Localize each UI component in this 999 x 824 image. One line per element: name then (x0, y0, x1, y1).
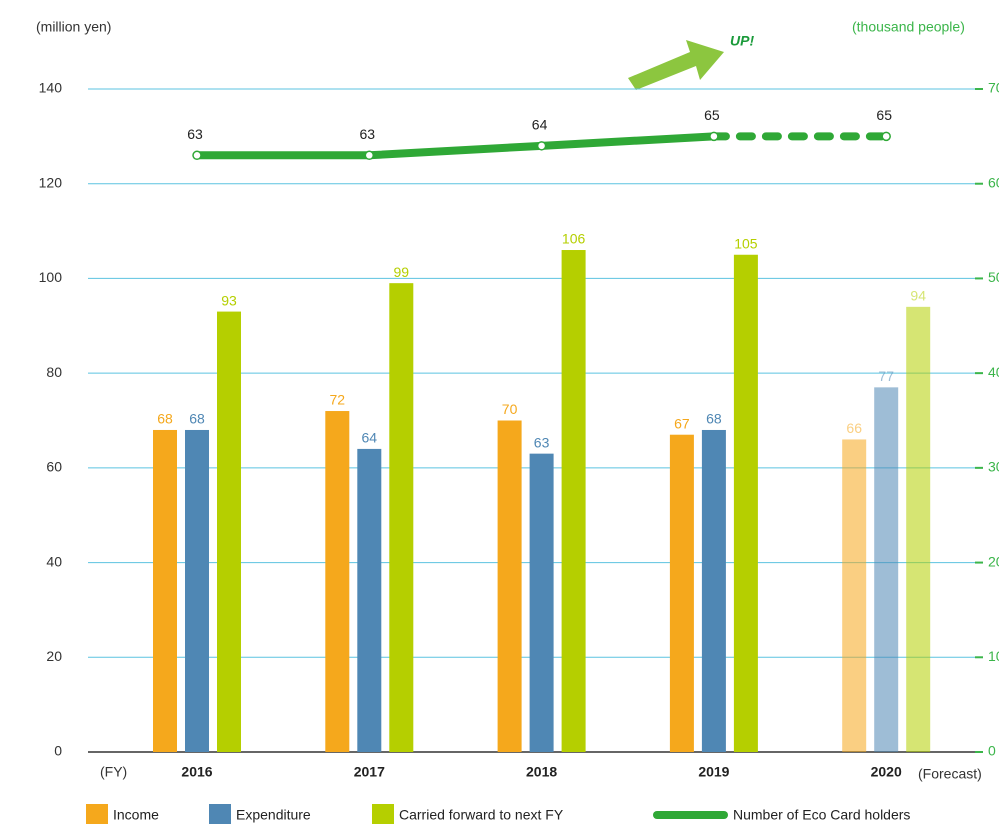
value-label: 63 (534, 434, 550, 450)
line (197, 132, 715, 160)
legend-label: Carried forward to next FY (399, 807, 564, 823)
y2-axis-label: (thousand people) (852, 19, 965, 35)
y2-tick-label: 10 (988, 648, 999, 664)
up-annotation: UP! (730, 33, 754, 49)
bar (874, 387, 899, 752)
legend-label: Expenditure (236, 807, 311, 823)
line-point (881, 131, 891, 142)
y2-tick-label: 30 (988, 459, 999, 475)
forecast-note: (Forecast) (918, 766, 982, 782)
bar (669, 434, 694, 752)
value-label: 94 (910, 288, 926, 304)
line-value-label: 64 (532, 117, 548, 133)
value-label: 68 (706, 411, 722, 427)
y2-tick-label: 0 (988, 743, 996, 759)
x-tick-label: 2020 (871, 764, 902, 780)
legend-label: Number of Eco Card holders (733, 807, 910, 823)
y-tick-label: 120 (39, 174, 63, 190)
value-label: 106 (562, 231, 586, 247)
y-tick-label: 100 (39, 269, 63, 285)
y2-tick-label: 20 (988, 553, 999, 569)
line-point (364, 150, 375, 161)
bar (185, 429, 209, 752)
bar (217, 311, 241, 752)
value-label: 70 (502, 401, 518, 417)
bar (733, 254, 758, 752)
y-tick-label: 60 (46, 459, 62, 475)
bar (357, 448, 382, 752)
bar (389, 283, 414, 752)
y-tick-label: 40 (46, 553, 62, 569)
line-point (192, 150, 202, 161)
legend-swatch (372, 804, 394, 824)
value-label: 72 (330, 392, 346, 408)
bar (497, 420, 522, 752)
x-axis-label: (FY) (100, 764, 127, 780)
value-label: 68 (189, 411, 205, 427)
bar (906, 306, 931, 752)
bar (701, 429, 726, 752)
x-tick-label: 2018 (526, 764, 557, 780)
value-label: 105 (734, 235, 758, 251)
y-tick-label: 20 (46, 648, 62, 664)
value-label: 64 (362, 430, 378, 446)
value-label: 68 (157, 411, 173, 427)
legend-label: Income (113, 807, 159, 823)
y2-tick-label: 60 (988, 174, 999, 190)
line-value-label: 63 (187, 126, 203, 142)
line-value-label: 65 (704, 107, 720, 123)
y2-tick-label: 50 (988, 269, 999, 285)
legend-swatch (86, 804, 108, 824)
line-value-label: 65 (876, 107, 892, 123)
y2-tick-label: 40 (988, 364, 999, 380)
value-label: 99 (394, 264, 410, 280)
legend-swatch (209, 804, 231, 824)
bar (153, 429, 177, 752)
line-value-label: 63 (360, 126, 376, 142)
x-tick-label: 2019 (698, 764, 729, 780)
bar (529, 453, 554, 752)
bar (842, 439, 867, 752)
value-label: 77 (878, 368, 894, 384)
bar (561, 250, 586, 752)
y-tick-label: 0 (54, 743, 62, 759)
bar (325, 411, 350, 752)
value-label: 93 (221, 292, 237, 308)
y-tick-label: 80 (46, 364, 62, 380)
value-label: 67 (674, 415, 690, 431)
line-point (709, 131, 719, 142)
line-point (536, 141, 547, 151)
x-tick-label: 2017 (354, 764, 385, 780)
value-label: 66 (846, 420, 862, 436)
y-tick-label: 140 (39, 80, 63, 96)
up-arrow (628, 40, 724, 90)
y2-tick-label: 70 (988, 80, 999, 96)
y-axis-label: (million yen) (36, 19, 111, 35)
x-tick-label: 2016 (181, 764, 212, 780)
